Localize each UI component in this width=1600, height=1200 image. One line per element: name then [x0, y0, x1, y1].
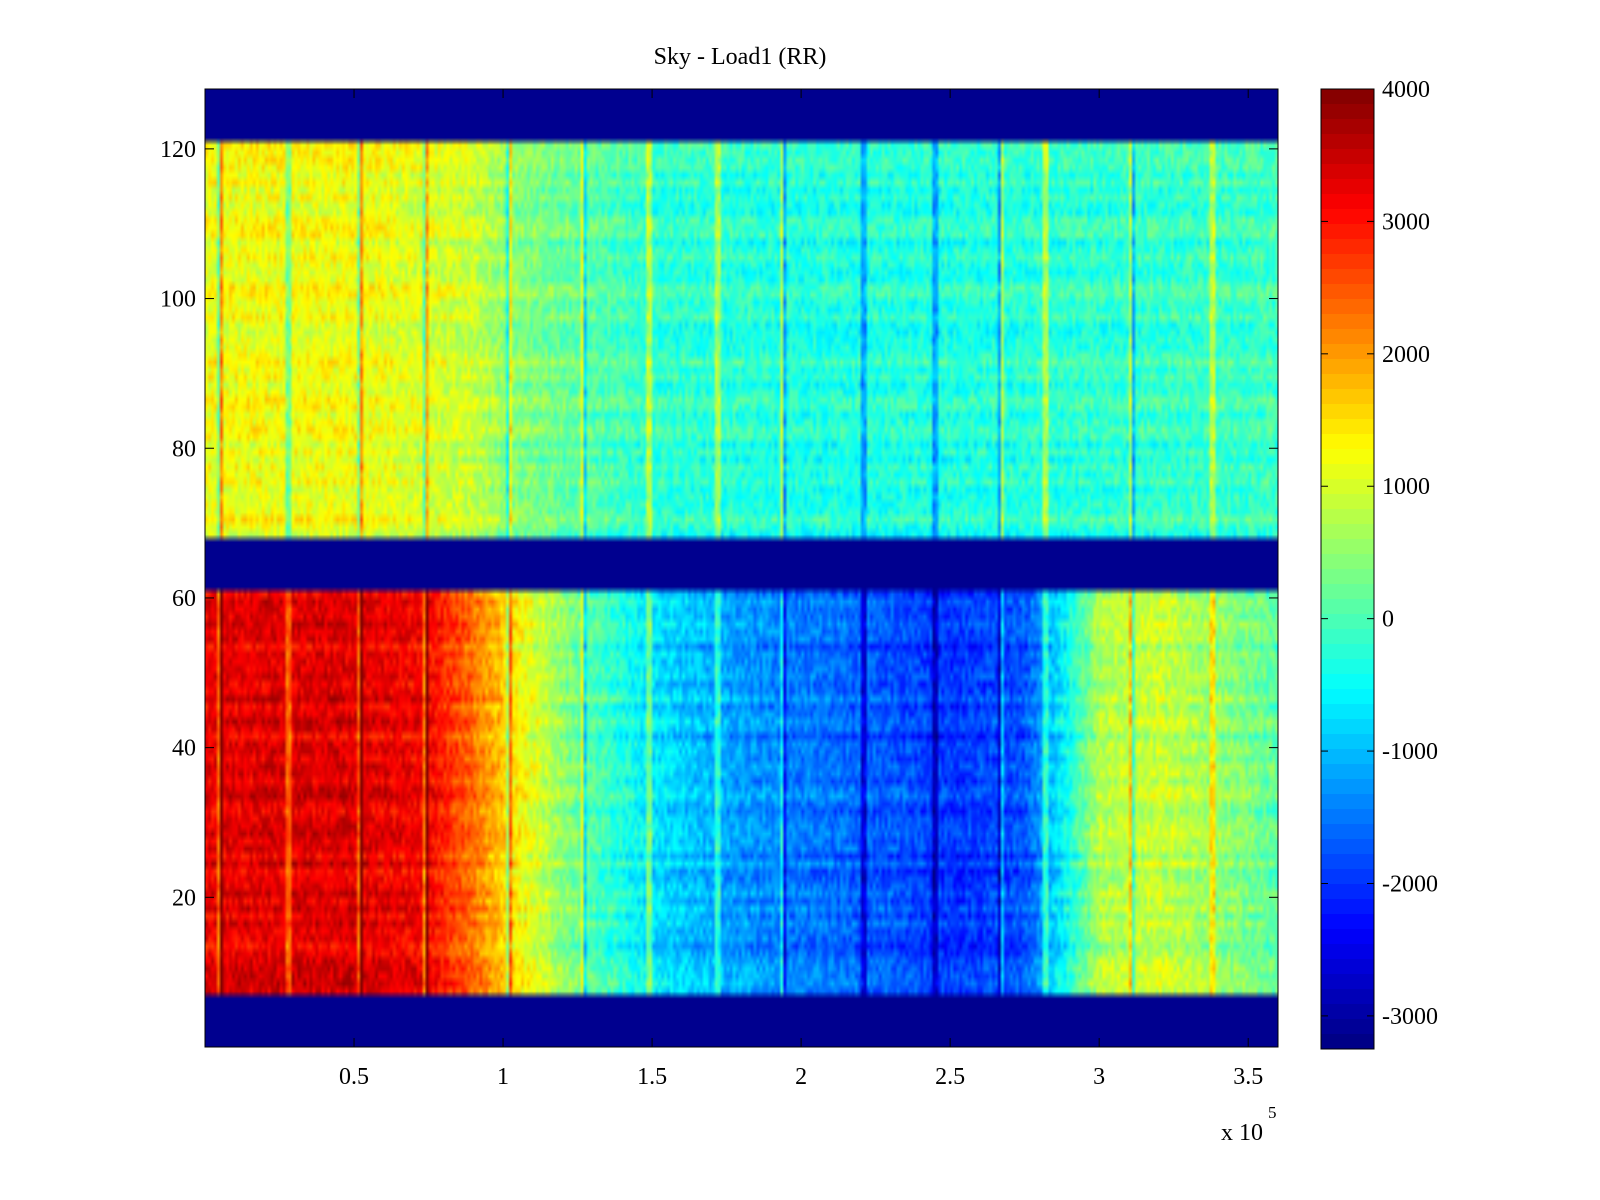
colorbar: 4000 3000 2000 1000 0 -1000 -2000 -3000	[1320, 77, 1438, 1050]
y-tick-label: 20	[172, 885, 196, 911]
colorbar-ticks: 4000 3000 2000 1000 0 -1000 -2000 -3000	[1321, 77, 1438, 1030]
x-tick-label: 2.5	[935, 1064, 965, 1090]
y-tick-label: 60	[172, 586, 196, 612]
colorbar-frame	[1320, 88, 1375, 1050]
x-tick-label: 3	[1093, 1064, 1105, 1090]
y-tick-label: 100	[160, 287, 196, 313]
colorbar-tick-label: 4000	[1382, 77, 1430, 103]
plot-frame	[204, 88, 1279, 1048]
x-axis: 0.5 1 1.5 2 2.5 3 3.5	[339, 89, 1263, 1090]
x-multiplier-label: x 10	[1221, 1120, 1263, 1146]
colorbar-tick-label: 2000	[1382, 342, 1430, 368]
y-axis: 20 40 60 80 100 120	[160, 137, 1278, 911]
y-tick-label: 80	[172, 436, 196, 462]
y-tick-label: 120	[160, 137, 196, 163]
colorbar-tick-label: -2000	[1382, 871, 1438, 897]
x-tick-label: 2	[795, 1064, 807, 1090]
heatmap-plot-area	[205, 89, 1278, 1047]
x-tick-label: 3.5	[1233, 1064, 1263, 1090]
colorbar-tick-label: 1000	[1382, 474, 1430, 500]
x-tick-label: 1	[497, 1064, 509, 1090]
heatmap-image	[205, 89, 1278, 1047]
y-tick-label: 40	[172, 736, 196, 762]
colorbar-tick-label: -1000	[1382, 739, 1438, 765]
colorbar-tick-label: 0	[1382, 607, 1394, 633]
colorbar-tick-label: 3000	[1382, 209, 1430, 235]
x-tick-label: 1.5	[637, 1064, 667, 1090]
colorbar-gradient	[1321, 89, 1374, 1049]
x-multiplier-exponent: 5	[1268, 1103, 1277, 1122]
chart-title: Sky - Load1 (RR)	[654, 44, 827, 70]
x-tick-label: 0.5	[339, 1064, 369, 1090]
colorbar-tick-label: -3000	[1382, 1004, 1438, 1030]
